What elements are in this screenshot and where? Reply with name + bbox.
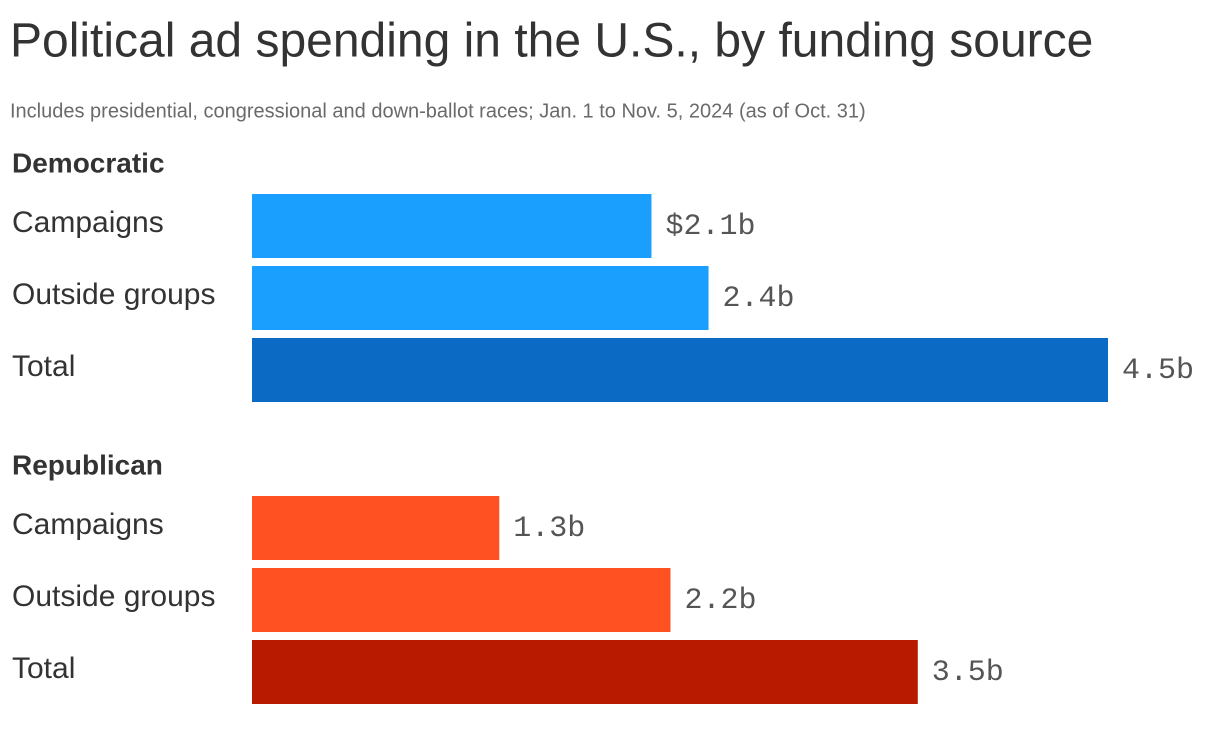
chart-subtitle: Includes presidential, congressional and… <box>10 100 866 122</box>
bar <box>252 194 652 258</box>
bar <box>252 496 500 560</box>
category-label: Campaigns <box>12 508 164 541</box>
value-label: 2.4b <box>723 282 795 316</box>
value-label: 2.2b <box>684 584 756 618</box>
category-label: Total <box>12 350 75 383</box>
category-label: Total <box>12 652 75 685</box>
value-label: 1.3b <box>513 512 585 546</box>
bar <box>252 338 1108 402</box>
bar <box>252 568 671 632</box>
category-label: Outside groups <box>12 278 215 311</box>
group-label: Republican <box>12 449 163 480</box>
bar <box>252 640 918 704</box>
value-label: 4.5b <box>1122 354 1194 388</box>
value-label: 3.5b <box>932 656 1004 690</box>
category-label: Outside groups <box>12 580 215 613</box>
category-label: Campaigns <box>12 206 164 239</box>
chart-title: Political ad spending in the U.S., by fu… <box>10 15 1093 68</box>
value-label: $2.1b <box>665 210 755 244</box>
group-label: Democratic <box>12 147 165 178</box>
bar <box>252 266 709 330</box>
